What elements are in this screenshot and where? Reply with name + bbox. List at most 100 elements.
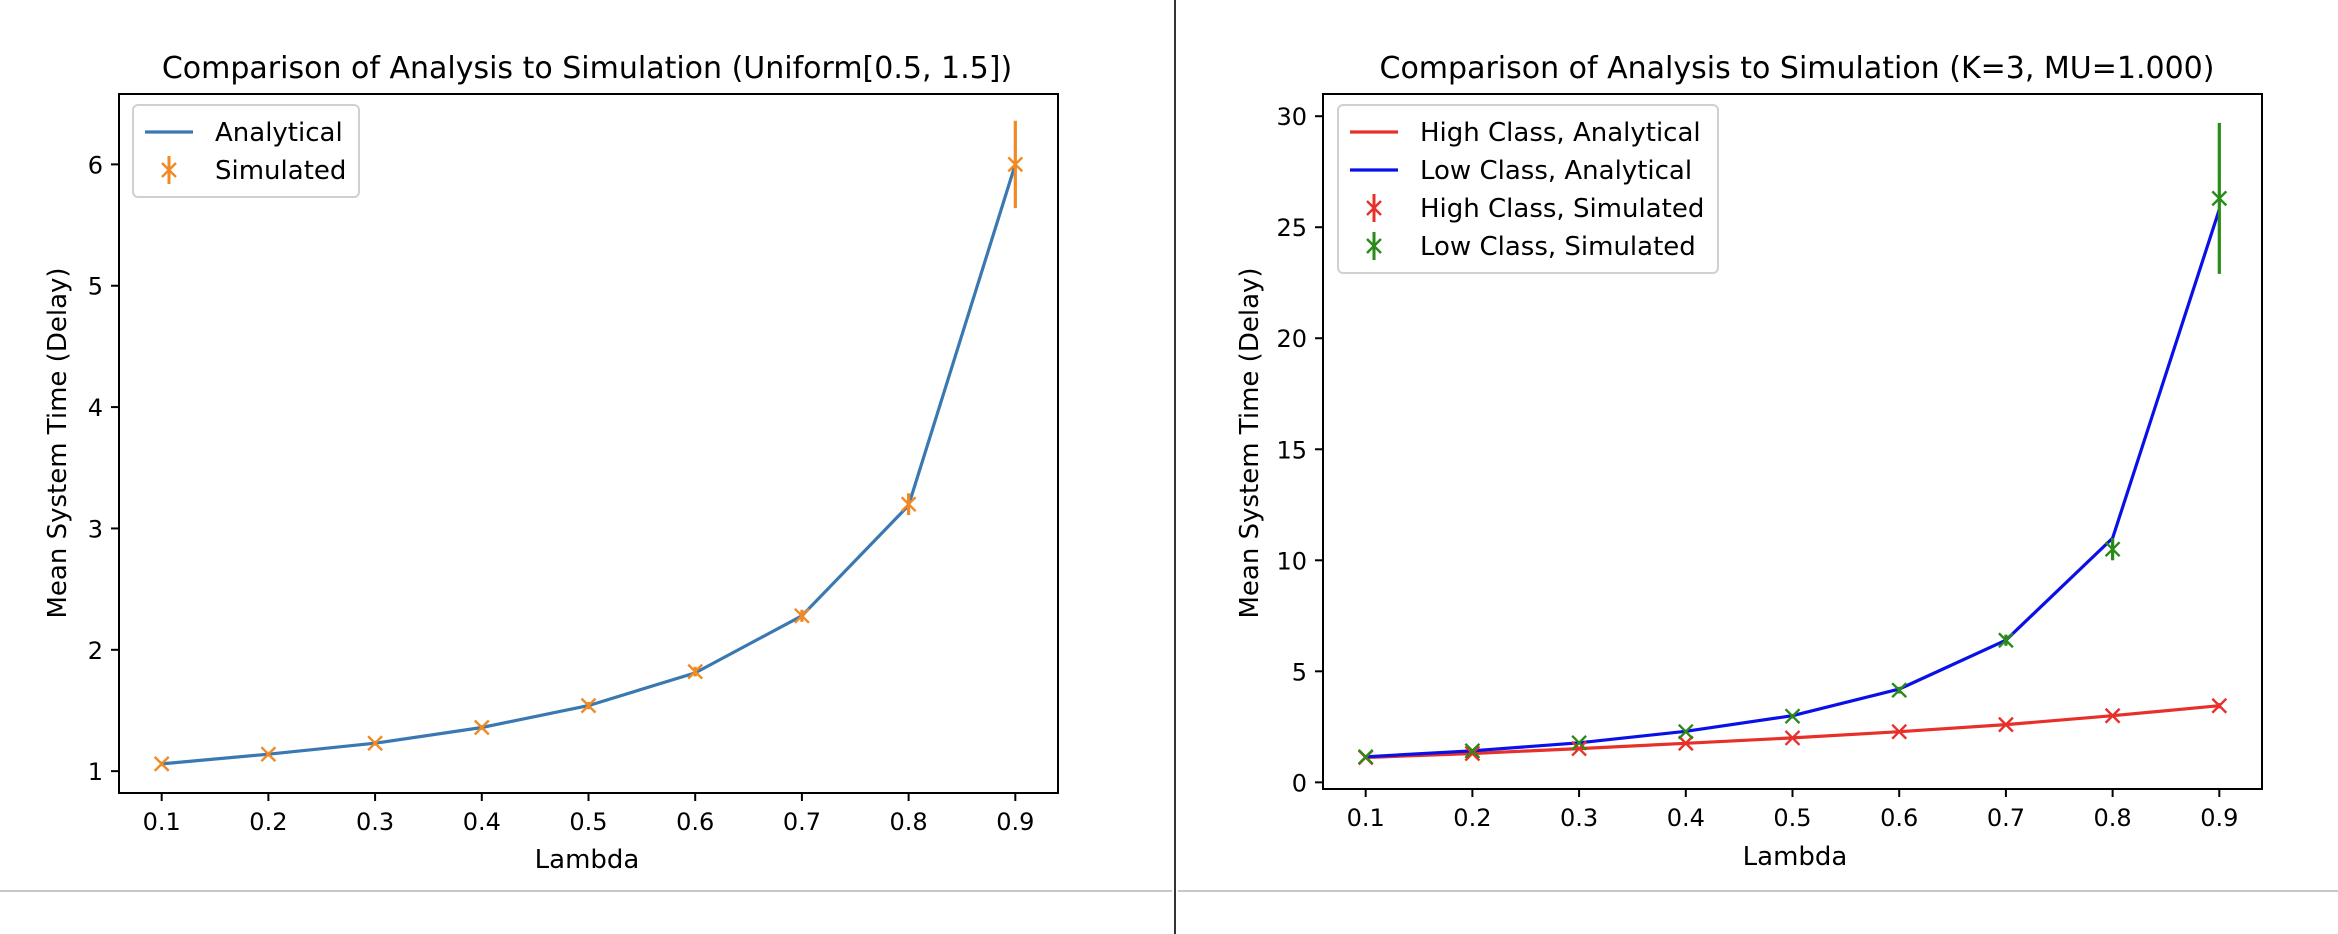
data-point-marker <box>260 746 277 763</box>
marker-stroke <box>1571 734 1587 751</box>
data-point-marker <box>2211 697 2228 714</box>
legend-label: Analytical <box>215 118 343 148</box>
x-tick-label: 0.4 <box>1667 804 1705 832</box>
x-tick-label: 0.3 <box>356 808 394 836</box>
x-tick-label: 0.1 <box>1347 804 1385 832</box>
y-tick-label: 5 <box>1292 658 1307 686</box>
data-point-marker <box>1464 742 1481 759</box>
x-tick-label: 0.3 <box>1560 804 1598 832</box>
data-point-marker <box>1891 682 1908 699</box>
marker-stroke <box>900 496 917 513</box>
marker-stroke <box>794 607 810 624</box>
chart-left: Comparison of Analysis to Simulation (Un… <box>43 51 1059 875</box>
data-point-marker <box>2211 190 2228 207</box>
data-point-marker <box>1357 748 1374 765</box>
data-point-marker <box>1571 740 1587 757</box>
data-point-marker <box>153 756 170 772</box>
y-tick-label: 25 <box>1276 214 1307 242</box>
data-point-marker <box>1998 716 2014 733</box>
marker-stroke <box>1891 723 1908 740</box>
data-point-marker <box>1571 734 1587 751</box>
y-tick-label: 10 <box>1276 547 1307 575</box>
legend-label: Low Class, Analytical <box>1420 156 1692 186</box>
data-point-marker <box>473 719 490 736</box>
chart-title: Comparison of Analysis to Simulation (K=… <box>1380 51 2215 86</box>
x-tick-label: 0.8 <box>2094 804 2132 832</box>
x-axis-label: Lambda <box>535 845 640 875</box>
x-axis-label: Lambda <box>1743 842 1848 872</box>
marker-stroke <box>1998 632 2014 649</box>
marker-stroke <box>260 746 277 763</box>
chart-right: Comparison of Analysis to Simulation (K=… <box>1235 51 2263 872</box>
legend-marker-swatch <box>1366 200 1382 216</box>
data-point-marker <box>794 607 810 624</box>
legend-frame <box>132 104 360 198</box>
x-tick-label: 0.5 <box>569 808 607 836</box>
x-tick-label: 0.9 <box>2200 804 2238 832</box>
x-tick-label: 0.8 <box>890 808 928 836</box>
legend-marker-swatch <box>161 162 177 178</box>
data-point-marker <box>2104 707 2121 724</box>
series-line <box>1365 209 2221 759</box>
marker-stroke <box>2211 190 2228 207</box>
marker-stroke <box>580 697 597 714</box>
legend-label: High Class, Analytical <box>1420 118 1701 148</box>
y-tick-label: 15 <box>1276 436 1307 464</box>
y-tick-label: 3 <box>88 515 103 543</box>
series-line <box>161 163 1017 766</box>
y-axis-label: Mean System Time (Delay) <box>1235 267 1265 618</box>
marker-stroke <box>2211 697 2228 714</box>
legend: High Class, Analytical Low Class, Analyti… <box>1337 104 1719 274</box>
marker-stroke <box>1998 716 2014 733</box>
data-point-marker <box>1998 632 2014 649</box>
marker-stroke <box>2104 707 2121 724</box>
data-point-marker <box>1007 156 1024 173</box>
y-tick-label: 2 <box>88 637 103 665</box>
data-point-marker <box>580 697 597 714</box>
marker-stroke <box>473 719 490 736</box>
axes-frame <box>118 93 1059 794</box>
marker-stroke <box>1571 740 1587 757</box>
y-tick-label: 4 <box>88 394 103 422</box>
marker-stroke <box>687 663 704 680</box>
data-point-marker <box>1677 723 1694 740</box>
x-tick-label: 0.7 <box>1987 804 2025 832</box>
x-tick-label: 0.7 <box>783 808 821 836</box>
y-tick-label: 20 <box>1276 325 1307 353</box>
x-tick-label: 0.9 <box>996 808 1034 836</box>
legend-marker-swatch <box>1366 238 1382 254</box>
legend-label: Low Class, Simulated <box>1420 232 1696 262</box>
chart-title: Comparison of Analysis to Simulation (Un… <box>162 51 1012 86</box>
legend: Analytical Simulated <box>132 104 360 198</box>
legend-label: High Class, Simulated <box>1420 194 1704 224</box>
y-tick-label: 6 <box>88 151 103 179</box>
data-point-marker <box>900 496 917 513</box>
x-tick-label: 0.6 <box>1880 804 1918 832</box>
data-point-marker <box>1464 745 1481 762</box>
data-point-marker <box>2104 541 2121 558</box>
x-tick-label: 0.2 <box>1453 804 1491 832</box>
legend-frame <box>1337 104 1719 274</box>
y-tick-label: 0 <box>1292 769 1307 797</box>
marker-stroke <box>2104 541 2121 558</box>
y-axis-label: Mean System Time (Delay) <box>43 267 73 618</box>
data-point-marker <box>1784 730 1801 746</box>
marker-stroke <box>1007 156 1024 173</box>
x-tick-label: 0.2 <box>249 808 287 836</box>
marker-stroke <box>367 735 383 752</box>
x-tick-label: 0.6 <box>676 808 714 836</box>
y-tick-label: 30 <box>1276 103 1307 131</box>
data-point-marker <box>367 735 383 752</box>
data-point-marker <box>687 663 704 680</box>
marker-stroke <box>1784 708 1801 725</box>
y-tick-label: 1 <box>88 758 103 786</box>
marker-stroke <box>1357 748 1374 765</box>
marker-stroke <box>1677 723 1694 740</box>
marker-stroke <box>153 756 170 772</box>
marker-stroke <box>1891 682 1908 699</box>
marker-stroke <box>1464 745 1481 762</box>
legend-label: Simulated <box>215 156 346 186</box>
data-point-marker <box>1677 735 1694 752</box>
plot-area: 0.1 0.2 0.3 0.4 0.5 0.6 0.7 0.8 0.9 1 2 3 4 5 6 <box>88 93 1059 836</box>
